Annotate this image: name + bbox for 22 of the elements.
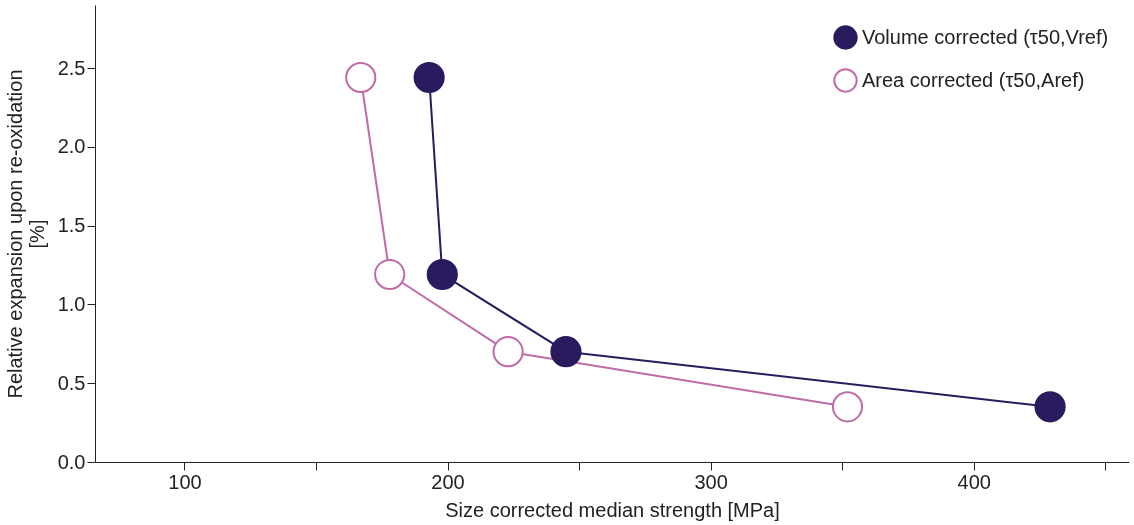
x-tick-label: 200 [431,470,465,493]
y-tick-label: 2.0 [57,135,86,158]
y-tick-label: 0.5 [57,371,86,394]
point [345,61,377,94]
x-tick-label: 400 [957,470,991,493]
point [374,258,406,291]
x-axis-title: Size corrected median strength [MPa] [445,498,780,521]
legend-label: Volume corrected (τ50,Vref) [862,25,1109,48]
y-tick-label: 0.0 [57,450,86,473]
x-tick-label: 100 [168,470,202,493]
point [831,391,864,423]
y-axis-title: Relative expansion upon re-oxidation [%] [3,69,48,399]
point [492,336,524,368]
x-tick-label: 300 [694,470,728,493]
y-tick-label: 1.0 [57,292,86,315]
point [550,336,582,368]
y-tick-label: 2.5 [57,56,86,79]
point [426,258,458,291]
point [413,61,445,94]
legend-label: Area corrected (τ50,Aref) [862,68,1085,91]
point [1034,391,1066,423]
y-tick-label: 1.5 [57,214,86,237]
